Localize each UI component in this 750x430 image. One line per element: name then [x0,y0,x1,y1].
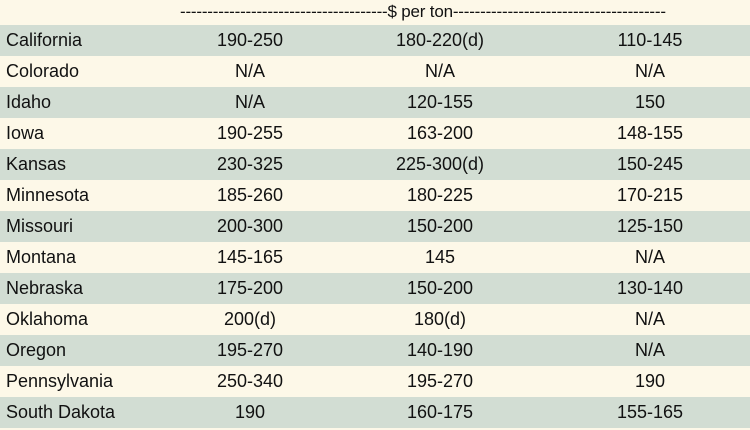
price-col-2: 120-155 [406,92,474,112]
state-name: Nebraska [6,278,84,298]
price-col-3: N/A [634,61,665,81]
state-name: Kansas [6,154,67,174]
price-col-1: 250-340 [216,371,284,391]
price-col-3: 170-215 [616,185,684,205]
price-col-3: 150-245 [616,154,684,174]
state-name: Idaho [6,92,52,112]
price-col-2: N/A [424,61,455,81]
state-name: Montana [6,247,77,267]
state-name: South Dakota [6,402,116,422]
price-unit-caption: --------------------------------------$ … [180,2,666,21]
price-col-1: N/A [234,61,265,81]
table-row: Iowa 190-255 163-200 148-155 [0,118,750,149]
state-name: Missouri [6,216,74,236]
table-row: South Dakota 190 160-175 155-165 [0,397,750,428]
table-row: Nebraska 175-200 150-200 130-140 [0,273,750,304]
price-col-2: 180-220(d) [395,30,485,50]
table-row: California 190-250 180-220(d) 110-145 [0,25,750,56]
price-col-1: 185-260 [216,185,284,205]
table-row: Missouri 200-300 150-200 125-150 [0,211,750,242]
price-col-3: 150 [634,92,666,112]
price-col-3: 110-145 [617,30,683,50]
state-name: Colorado [6,61,80,81]
price-col-1: 190 [234,402,266,422]
price-col-2: 180-225 [406,185,474,205]
table-header: --------------------------------------$ … [0,0,750,25]
table-row: Colorado N/A N/A N/A [0,56,750,87]
price-col-3: N/A [634,340,665,360]
price-col-3: 155-165 [616,402,684,422]
price-col-2: 145 [424,247,456,267]
state-name: Iowa [6,123,45,143]
price-col-2: 140-190 [406,340,474,360]
price-col-3: 130-140 [616,278,684,298]
price-col-1: 230-325 [216,154,284,174]
price-col-3: 125-150 [616,216,684,236]
price-col-1: 190-250 [216,30,284,50]
table-row: Pennsylvania 250-340 195-270 190 [0,366,750,397]
table-body: California 190-250 180-220(d) 110-145 Co… [0,25,750,428]
price-col-1: 190-255 [216,123,284,143]
table-row: Idaho N/A 120-155 150 [0,87,750,118]
state-name: Oklahoma [6,309,89,329]
price-col-3: 148-155 [616,123,684,143]
price-col-2: 195-270 [406,371,474,391]
table-row: Oklahoma 200(d) 180(d) N/A [0,304,750,335]
price-col-1: 145-165 [216,247,284,267]
price-col-2: 180(d) [413,309,467,329]
price-col-2: 163-200 [406,123,474,143]
price-col-1: N/A [234,92,265,112]
state-name: Pennsylvania [6,371,114,391]
table-row: Minnesota 185-260 180-225 170-215 [0,180,750,211]
state-name: Minnesota [6,185,90,205]
table-row: Oregon 195-270 140-190 N/A [0,335,750,366]
price-col-3: 190 [634,371,666,391]
price-col-3: N/A [634,247,665,267]
price-col-1: 200(d) [223,309,277,329]
price-col-1: 200-300 [216,216,284,236]
price-col-2: 225-300(d) [395,154,485,174]
price-col-1: 195-270 [216,340,284,360]
price-col-2: 150-200 [406,216,474,236]
price-col-2: 160-175 [406,402,474,422]
price-col-2: 150-200 [406,278,474,298]
state-name: Oregon [6,340,67,360]
price-col-3: N/A [634,309,665,329]
table-row: Montana 145-165 145 N/A [0,242,750,273]
price-col-1: 175-200 [216,278,284,298]
state-name: California [6,30,83,50]
table-row: Kansas 230-325 225-300(d) 150-245 [0,149,750,180]
